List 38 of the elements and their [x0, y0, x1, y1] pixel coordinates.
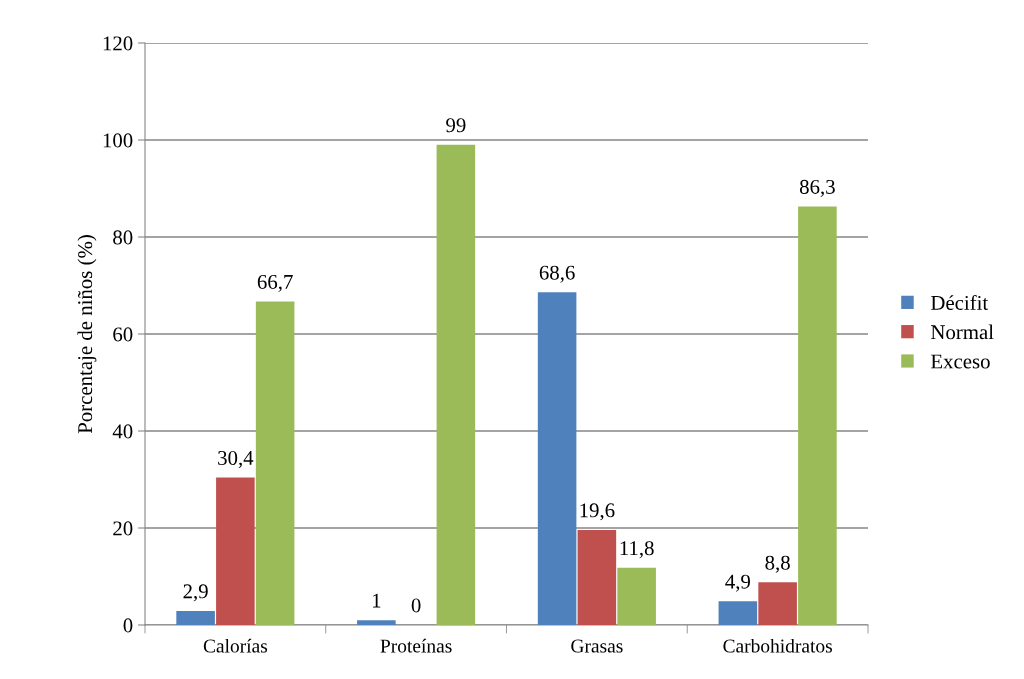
- bar: [537, 292, 577, 625]
- x-tick-label: Carbohidratos: [723, 638, 832, 653]
- legend-label: Exceso: [930, 354, 990, 369]
- bar: [436, 144, 476, 625]
- data-label: 86,3: [799, 179, 835, 197]
- data-label: 99: [446, 118, 466, 133]
- y-tick-label: 120: [103, 36, 133, 51]
- bar: [577, 529, 617, 625]
- legend-label: Décifit: [930, 295, 989, 310]
- data-label: 4,9: [725, 574, 751, 592]
- bar: [255, 301, 295, 625]
- y-tick-label: 0: [123, 618, 133, 633]
- x-tick-label: Grasas: [571, 639, 623, 653]
- y-tick-label: 80: [113, 230, 133, 245]
- data-label: 66,7: [257, 274, 293, 292]
- data-label: 19,6: [580, 503, 615, 521]
- bar: [357, 620, 396, 625]
- bar: [216, 477, 255, 625]
- y-tick-label: 60: [113, 327, 133, 342]
- bar: [718, 601, 758, 625]
- data-label: 11,8: [620, 541, 654, 559]
- bar: [758, 582, 797, 625]
- y-tick-label: 100: [103, 133, 133, 148]
- bar: [798, 206, 837, 625]
- y-axis-title: Porcentaje de niños (%): [77, 235, 97, 434]
- data-label: 0: [411, 598, 421, 613]
- x-tick-label: Proteínas: [380, 638, 452, 653]
- data-label: 30,4: [218, 450, 254, 468]
- bar: [617, 567, 656, 625]
- data-label: 8,8: [765, 555, 790, 573]
- legend-label: Normal: [930, 324, 994, 340]
- data-label: 1: [372, 593, 381, 608]
- y-tick-label: 40: [112, 424, 133, 439]
- y-tick-label: 20: [113, 521, 133, 536]
- data-label: 68,6: [539, 265, 575, 283]
- x-tick-label: Calorías: [203, 638, 268, 653]
- bar: [176, 610, 215, 625]
- data-label: 2,9: [183, 584, 208, 602]
